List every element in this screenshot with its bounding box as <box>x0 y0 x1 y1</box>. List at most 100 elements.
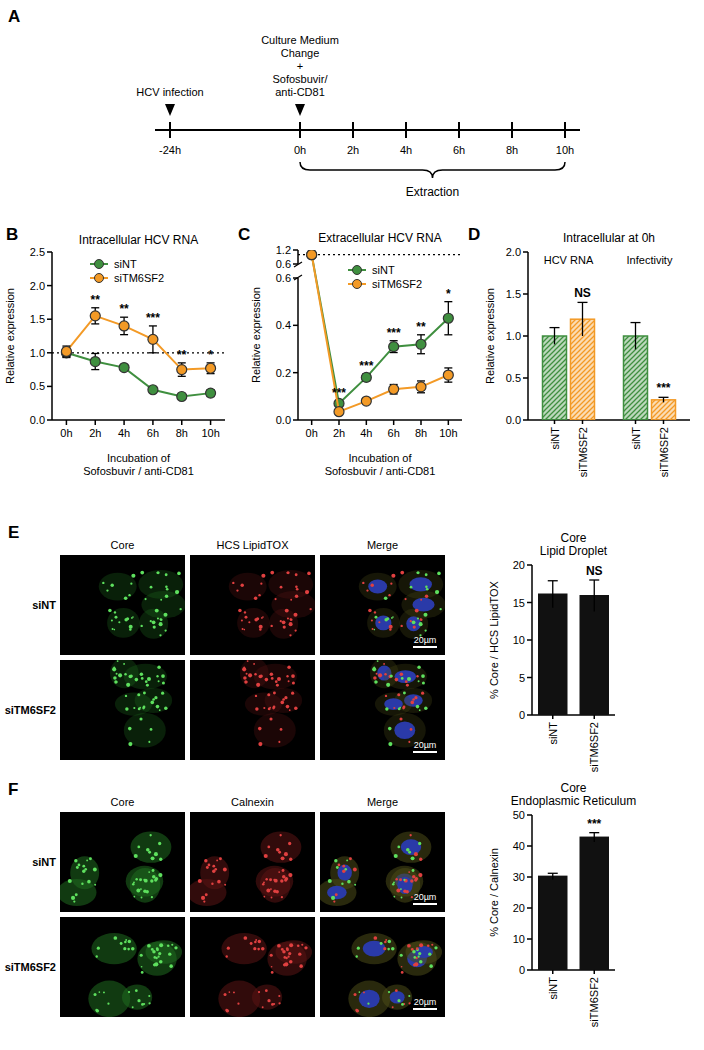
signal-dot <box>286 675 288 677</box>
signal-dot <box>286 948 289 951</box>
marker <box>389 342 399 352</box>
y-tick <box>47 386 52 388</box>
signal-dot <box>115 616 118 619</box>
signal-dot <box>425 573 428 576</box>
signal-dot <box>157 666 160 669</box>
signal-dot <box>278 871 280 873</box>
signal-dot <box>395 878 397 880</box>
signal-dot <box>400 672 404 676</box>
signal-dot <box>153 625 156 628</box>
y-tick <box>527 969 532 971</box>
significance: *** <box>587 817 601 831</box>
group-label: Infectivity <box>627 254 673 266</box>
signal-dot <box>132 883 135 886</box>
marker <box>119 363 129 373</box>
cell <box>254 713 296 748</box>
signal-dot <box>401 971 404 974</box>
signal-dot <box>408 1002 410 1004</box>
signal-dot <box>145 680 148 683</box>
marker <box>61 346 71 356</box>
signal-dot <box>241 619 243 621</box>
error-bar <box>149 326 157 353</box>
cell <box>384 664 427 690</box>
y-tick-label: 1.5 <box>30 313 45 325</box>
signal-dot <box>229 991 231 993</box>
signal-dot <box>94 993 97 996</box>
signal-dot <box>212 865 215 868</box>
cell <box>218 981 260 1017</box>
signal-dot <box>143 706 146 709</box>
signal-dot <box>140 672 144 676</box>
signal-dot <box>271 1003 274 1006</box>
event-label: HCV infection <box>136 86 203 98</box>
signal-dot <box>158 842 161 845</box>
signal-dot <box>366 589 368 591</box>
signal-dot <box>130 674 133 677</box>
error-bar <box>390 385 398 394</box>
nucleus <box>375 615 391 630</box>
scale-bar-label: 20µm <box>414 740 437 750</box>
signal-dot <box>425 594 428 597</box>
text-line: Sofosbuvir / anti-CD81 <box>83 465 194 477</box>
y-tick <box>293 263 298 265</box>
signal-dot <box>114 680 117 683</box>
nucleus <box>401 839 421 855</box>
y-tick-label: 15 <box>513 597 525 609</box>
error-bar <box>589 580 599 612</box>
x-tick-label: siTM6SF2 <box>577 427 589 477</box>
text-line: Lipid Droplet <box>540 544 608 558</box>
signal-dot <box>242 667 246 671</box>
significance: ** <box>416 320 426 334</box>
significance: * <box>446 287 451 301</box>
cell <box>391 831 432 862</box>
signal-dot <box>112 667 116 671</box>
signal-dot <box>177 572 181 576</box>
signal-dot <box>373 676 377 680</box>
signal-dot <box>291 692 294 695</box>
x-tick-label: 4h <box>118 427 130 439</box>
signal-dot <box>156 947 159 950</box>
x-axis <box>298 419 462 421</box>
signal-dot <box>148 871 150 873</box>
signal-dot <box>155 877 158 880</box>
signal-dot <box>118 621 120 623</box>
bar <box>543 336 567 420</box>
marker <box>307 250 317 260</box>
signal-dot <box>353 868 357 872</box>
signal-dot <box>261 574 265 578</box>
signal-dot <box>370 584 373 587</box>
signal-dot <box>114 611 116 613</box>
signal-dot <box>224 993 227 996</box>
signal-dot <box>159 618 161 620</box>
signal-dot <box>141 896 143 898</box>
cell <box>367 608 399 638</box>
signal-dot <box>412 950 415 953</box>
signal-dot <box>152 698 155 701</box>
micrograph <box>320 555 445 655</box>
y-tick-label: 0 <box>519 964 525 976</box>
signal-dot <box>237 1003 239 1005</box>
signal-dot <box>164 707 167 710</box>
signal-dot <box>390 583 392 585</box>
signal-dot <box>414 696 417 699</box>
signal-dot <box>203 900 205 902</box>
signal-dot <box>256 683 260 687</box>
nucleus <box>394 722 415 739</box>
x-tick <box>663 420 665 424</box>
signal-dot <box>254 618 258 622</box>
signal-dot <box>148 1002 150 1004</box>
signal-dot <box>391 947 395 951</box>
axis-break <box>294 262 302 267</box>
event-arrow <box>295 104 305 116</box>
timeline-axis <box>155 129 580 131</box>
signal-dot <box>244 680 247 683</box>
signal-dot <box>128 991 130 993</box>
timeline-tick-label: -24h <box>159 144 181 156</box>
cell <box>351 933 396 964</box>
x-tick <box>594 715 596 719</box>
plot-area <box>539 833 609 970</box>
signal-dot <box>124 596 128 600</box>
y-tick-label: 10 <box>513 933 525 945</box>
signal-dot <box>73 900 75 902</box>
series-line <box>312 255 449 404</box>
